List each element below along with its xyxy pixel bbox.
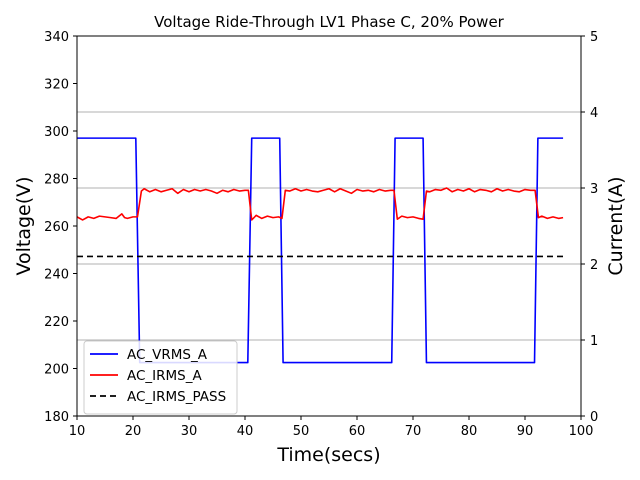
left-y-tick-label: 220 bbox=[44, 315, 69, 330]
left-y-tick-label: 280 bbox=[44, 173, 69, 188]
left-y-tick-label: 200 bbox=[44, 363, 69, 378]
x-tick-label: 40 bbox=[237, 424, 254, 439]
series-line-ac-vrms-a bbox=[77, 137, 564, 364]
x-tick-label: 80 bbox=[461, 424, 478, 439]
right-y-tick-label: 2 bbox=[590, 258, 598, 273]
left-y-tick-label: 240 bbox=[44, 268, 69, 283]
x-tick-label: 100 bbox=[569, 424, 594, 439]
series-layer bbox=[76, 137, 564, 364]
x-tick-label: 90 bbox=[517, 424, 534, 439]
left-y-axis-label: Voltage(V) bbox=[13, 176, 35, 275]
right-y-tick-label: 1 bbox=[590, 334, 598, 349]
right-y-axis-ticks: 0 1 2 3 4 5 bbox=[581, 30, 598, 425]
right-y-tick-label: 3 bbox=[590, 182, 598, 197]
series-line-ac-irms-a bbox=[76, 187, 564, 221]
left-y-tick-label: 260 bbox=[44, 220, 69, 235]
right-y-axis-label: Current(A) bbox=[605, 176, 627, 275]
grid-layer bbox=[77, 111, 581, 341]
legend-label: AC_VRMS_A bbox=[127, 347, 208, 363]
left-y-axis-ticks: 180 200 220 240 260 280 300 320 340 bbox=[44, 30, 77, 425]
left-y-tick-label: 320 bbox=[44, 78, 69, 93]
left-y-tick-label: 300 bbox=[44, 125, 69, 140]
left-y-tick-label: 340 bbox=[44, 30, 69, 45]
right-y-tick-label: 5 bbox=[590, 30, 598, 45]
legend-label: AC_IRMS_PASS bbox=[127, 389, 226, 405]
legend-label: AC_IRMS_A bbox=[127, 368, 203, 384]
chart-title: Voltage Ride-Through LV1 Phase C, 20% Po… bbox=[154, 13, 505, 31]
x-axis-label: Time(secs) bbox=[276, 444, 380, 466]
right-y-tick-label: 0 bbox=[590, 410, 598, 425]
legend: AC_VRMS_A AC_IRMS_A AC_IRMS_PASS bbox=[83, 340, 238, 415]
x-tick-label: 50 bbox=[293, 424, 310, 439]
left-y-tick-label: 180 bbox=[44, 410, 69, 425]
x-tick-label: 70 bbox=[405, 424, 422, 439]
x-tick-label: 30 bbox=[181, 424, 198, 439]
right-y-tick-label: 4 bbox=[590, 106, 598, 121]
x-tick-label: 60 bbox=[349, 424, 366, 439]
legend-box bbox=[83, 340, 238, 415]
x-axis-ticks: 10 20 30 40 50 60 70 80 90 100 bbox=[69, 416, 594, 439]
x-tick-label: 10 bbox=[69, 424, 86, 439]
x-tick-label: 20 bbox=[125, 424, 142, 439]
